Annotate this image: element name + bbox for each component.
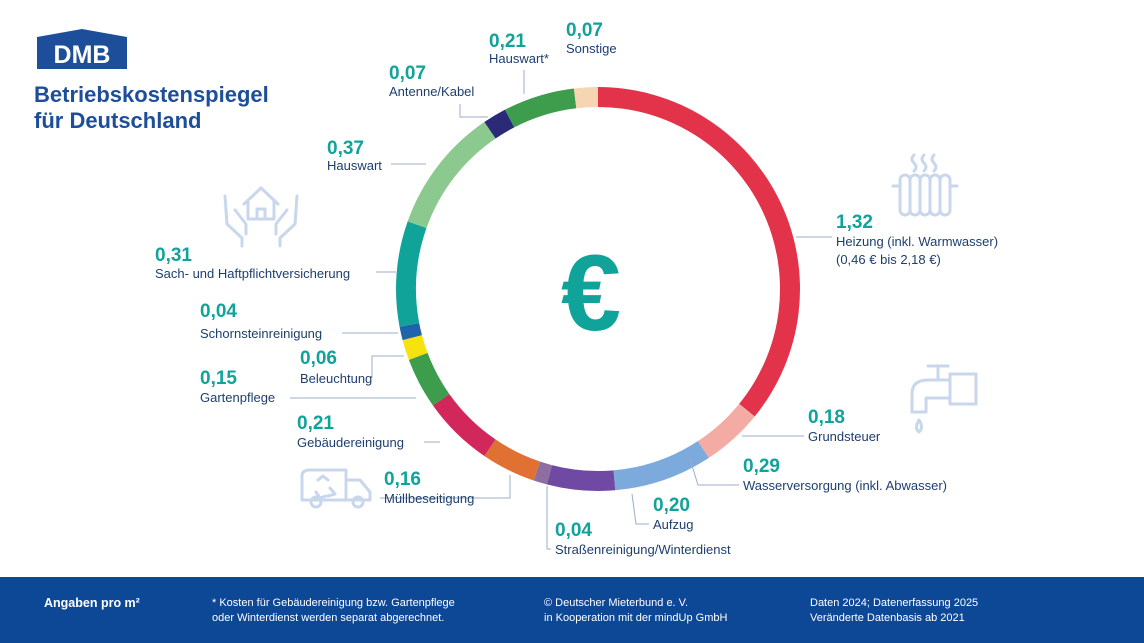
donut-segment <box>407 122 496 229</box>
euro-center-symbol: € <box>561 232 621 353</box>
leader-line <box>371 355 404 378</box>
donut-segments <box>396 87 800 492</box>
segment-category-label: Aufzug <box>653 517 693 532</box>
segment-value-label: 0,21 <box>489 31 526 52</box>
page-title-line1: Betriebskostenspiegel <box>34 82 269 107</box>
segment-value-label: 0,04 <box>200 301 237 322</box>
segment-value-label: 0,15 <box>200 368 237 389</box>
page-title-line2: für Deutschland <box>34 108 202 133</box>
copyright-line2: in Kooperation mit der mindUp GmbH <box>544 612 728 624</box>
segment-category-label: Wasserversorgung (inkl. Abwasser) <box>743 478 947 493</box>
leader-line <box>459 104 488 118</box>
segment-value-label: 0,06 <box>300 348 337 369</box>
segment-category-label: Sonstige <box>566 41 617 56</box>
donut-segment <box>598 87 800 417</box>
donut-segment <box>402 335 428 360</box>
segment-category-label: Hauswart* <box>489 51 549 66</box>
segment-category-label: Antenne/Kabel <box>389 84 474 99</box>
donut-segment <box>505 88 577 128</box>
garbage-truck-icon <box>300 468 372 509</box>
donut-segment <box>396 221 427 327</box>
segment-value-label: 0,04 <box>555 520 592 541</box>
segment-value-label: 0,37 <box>327 138 364 159</box>
house-hands-icon <box>223 186 299 248</box>
copyright-line1: © Deutscher Mieterbund e. V. <box>544 597 689 609</box>
segment-value-label: 0,29 <box>743 456 780 477</box>
data-note-line2: Veränderte Datenbasis ab 2021 <box>810 612 965 624</box>
segment-category-label: Schornsteinreinigung <box>200 326 322 341</box>
donut-segment <box>613 441 709 491</box>
donut-segment <box>484 439 540 481</box>
donut-segment <box>533 461 552 485</box>
segment-category-label: Hauswart <box>327 158 382 173</box>
donut-segment <box>484 109 515 139</box>
segment-value-label: 0,18 <box>808 407 845 428</box>
logo-text: DMB <box>54 41 111 69</box>
segment-category-label: Müllbeseitigung <box>384 491 474 506</box>
donut-segment <box>399 322 422 341</box>
footer-bar: Angaben pro m² * Kosten für Gebäudereini… <box>0 577 1144 643</box>
leader-line <box>546 486 551 550</box>
segment-value-label: 1,32 <box>836 212 873 233</box>
segment-category-label: Sach- und Haftpflichtversicherung <box>155 266 350 281</box>
faucet-icon <box>910 364 978 434</box>
segment-value-label: 0,07 <box>389 63 426 84</box>
segment-category-label: Gebäudereinigung <box>297 435 404 450</box>
leader-line <box>380 475 511 499</box>
segment-sublabel: (0,46 € bis 2,18 €) <box>836 252 941 267</box>
donut-segment <box>432 393 496 456</box>
radiator-icon <box>891 153 959 217</box>
leader-line <box>631 493 649 525</box>
footnote-line2: oder Winterdienst werden separat abgerec… <box>212 612 445 624</box>
label-leader-lines <box>290 70 832 550</box>
donut-segment <box>697 403 755 458</box>
dmb-logo: DMB <box>37 29 127 69</box>
segment-value-label: 0,21 <box>297 413 334 434</box>
footnote-line1: * Kosten für Gebäudereinigung bzw. Garte… <box>212 597 455 609</box>
segment-category-label: Grundsteuer <box>808 429 881 444</box>
segment-value-label: 0,31 <box>155 245 192 266</box>
donut-segment <box>546 465 616 492</box>
segment-category-label: Beleuchtung <box>300 371 372 386</box>
donut-segment <box>408 352 450 406</box>
segment-category-label: Gartenpflege <box>200 390 275 405</box>
segment-value-label: 0,07 <box>566 20 603 41</box>
leader-line <box>689 458 739 486</box>
segment-value-label: 0,20 <box>653 495 690 516</box>
unit-note: Angaben pro m² <box>44 596 140 610</box>
segment-category-label: Straßenreinigung/Winterdienst <box>555 542 731 557</box>
segment-category-label: Heizung (inkl. Warmwasser) <box>836 234 998 249</box>
segment-value-label: 0,16 <box>384 469 421 490</box>
data-note-line1: Daten 2024; Datenerfassung 2025 <box>810 597 979 609</box>
donut-segment <box>573 87 598 109</box>
